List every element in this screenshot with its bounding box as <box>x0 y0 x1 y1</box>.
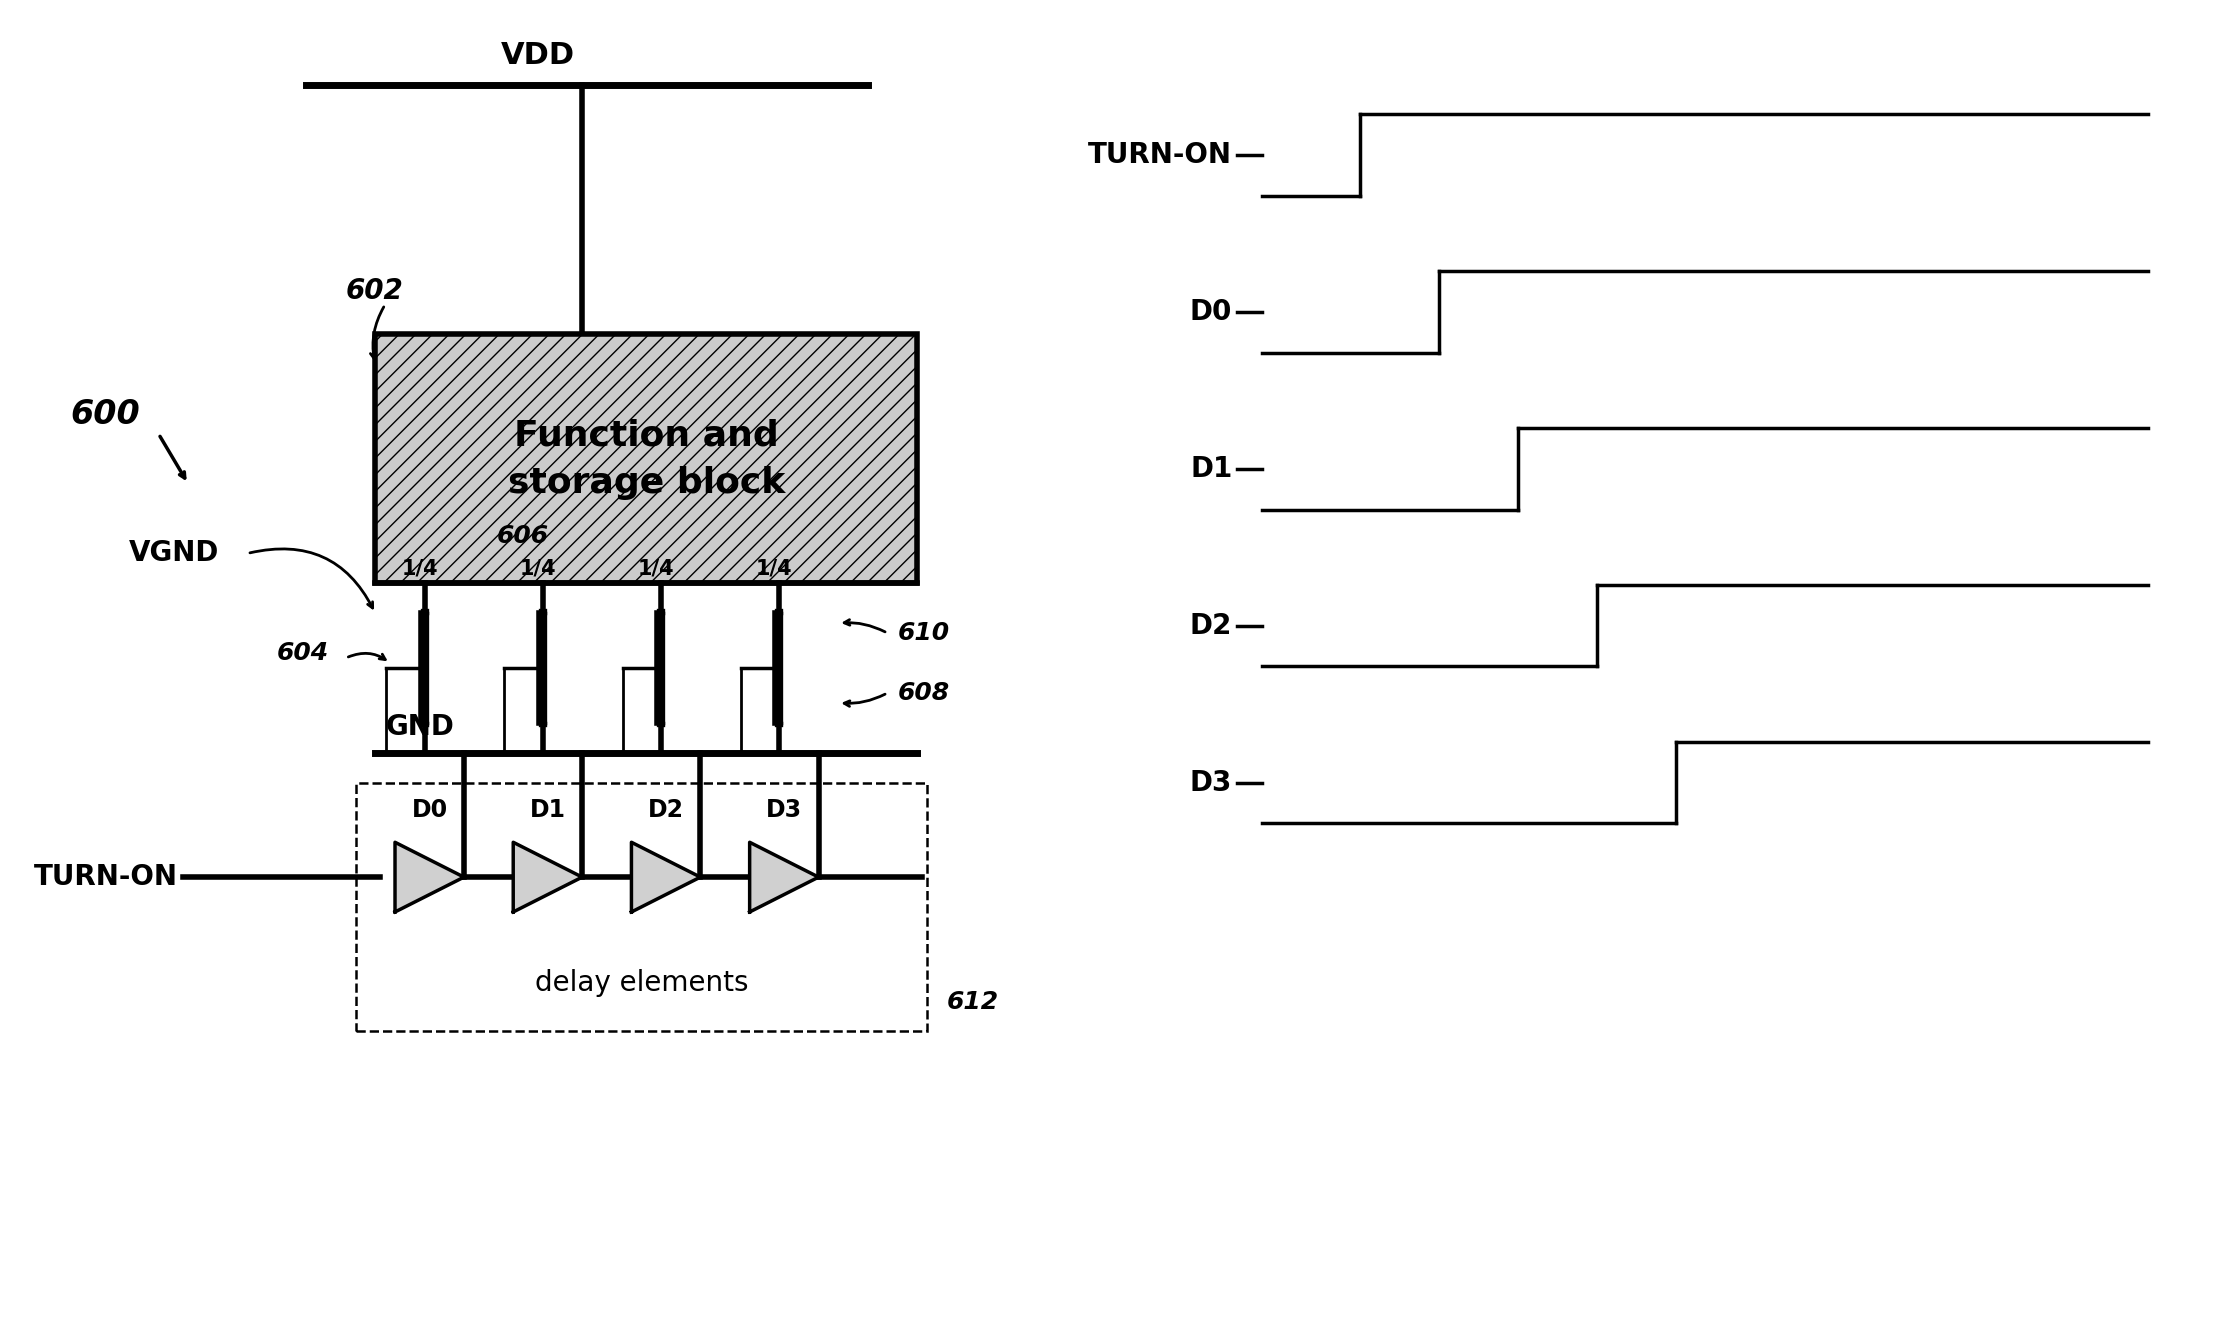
Text: 1/4: 1/4 <box>402 559 438 579</box>
Text: 1/4: 1/4 <box>521 559 556 579</box>
Polygon shape <box>395 842 465 912</box>
Text: Function and
storage block: Function and storage block <box>507 419 784 500</box>
Text: 606: 606 <box>496 524 550 548</box>
Text: D3: D3 <box>1191 769 1233 797</box>
Text: GND: GND <box>384 713 454 741</box>
Text: D3: D3 <box>766 798 802 822</box>
Text: 604: 604 <box>277 641 328 665</box>
Polygon shape <box>514 842 583 912</box>
Text: TURN-ON: TURN-ON <box>34 864 179 892</box>
Text: 612: 612 <box>947 989 999 1013</box>
Text: D0: D0 <box>1191 299 1233 327</box>
Text: VDD: VDD <box>500 41 574 71</box>
Text: D0: D0 <box>411 798 447 822</box>
Text: 610: 610 <box>898 621 949 645</box>
Text: VGND: VGND <box>130 540 219 568</box>
Text: 1/4: 1/4 <box>637 559 675 579</box>
Text: D2: D2 <box>1191 612 1233 640</box>
Text: delay elements: delay elements <box>534 969 748 997</box>
Text: 600: 600 <box>69 397 141 431</box>
Text: 602: 602 <box>346 276 404 304</box>
Text: 608: 608 <box>898 681 949 705</box>
Bar <box>375 335 918 584</box>
Bar <box>355 782 927 1032</box>
Text: D2: D2 <box>648 798 684 822</box>
Polygon shape <box>632 842 701 912</box>
Text: D1: D1 <box>1191 455 1233 483</box>
Polygon shape <box>751 842 818 912</box>
Text: D1: D1 <box>529 798 565 822</box>
Text: TURN-ON: TURN-ON <box>1088 141 1233 169</box>
Text: 1/4: 1/4 <box>755 559 793 579</box>
